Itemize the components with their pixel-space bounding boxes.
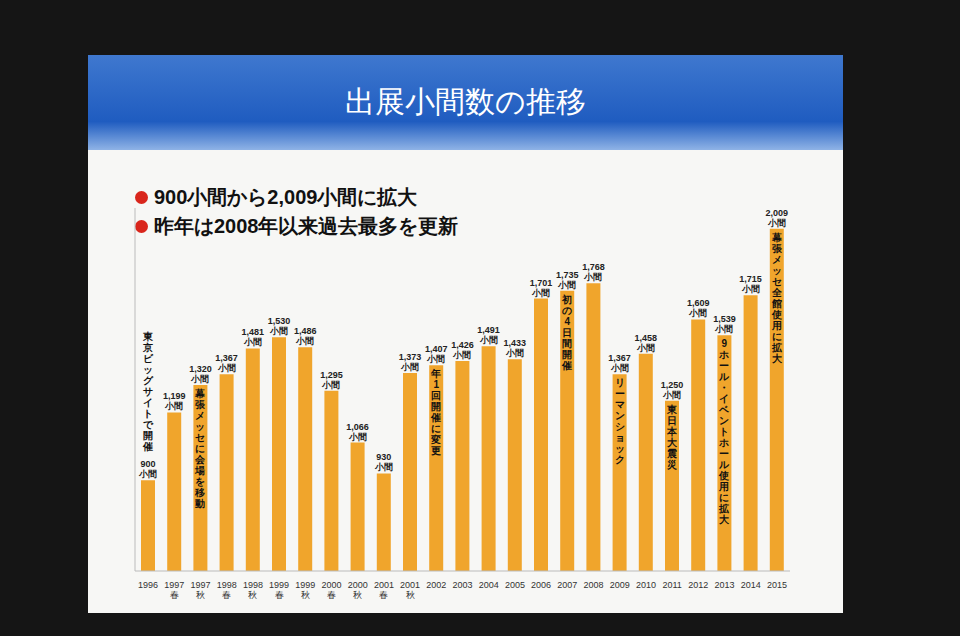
svg-text:1,530小間: 1,530小間 <box>268 316 291 336</box>
svg-text:1,735小間: 1,735小間 <box>556 270 579 290</box>
svg-text:1,295小間: 1,295小間 <box>320 370 343 390</box>
svg-text:東京ビッグサイトで開催: 東京ビッグサイトで開催 <box>142 331 154 452</box>
svg-text:1997秋: 1997秋 <box>190 580 210 600</box>
svg-text:2010: 2010 <box>636 580 656 590</box>
svg-text:1,373小間: 1,373小間 <box>399 352 422 372</box>
svg-text:1,768小間: 1,768小間 <box>582 262 605 282</box>
svg-text:1,426小間: 1,426小間 <box>451 340 474 360</box>
svg-text:1996: 1996 <box>138 580 158 590</box>
html-text:900小間から2,009小間に拡大: 900小間から2,009小間に拡大 <box>154 186 418 208</box>
svg-text:1,486小間: 1,486小間 <box>294 326 317 346</box>
svg-text:幕張メッセに会場を移動: 幕張メッセに会場を移動 <box>194 388 206 509</box>
svg-text:1998春: 1998春 <box>217 580 237 600</box>
svg-text:2003: 2003 <box>452 580 472 590</box>
svg-text:幕張メッセ全館使用に拡大: 幕張メッセ全館使用に拡大 <box>771 232 783 364</box>
svg-text:2006: 2006 <box>531 580 551 590</box>
svg-text:2001春: 2001春 <box>374 580 394 600</box>
svg-text:1,701小間: 1,701小間 <box>530 278 553 298</box>
svg-text:2013: 2013 <box>714 580 734 590</box>
svg-text:1997春: 1997春 <box>164 580 184 600</box>
svg-text:2008: 2008 <box>583 580 603 590</box>
svg-text:1,367小間: 1,367小間 <box>608 353 631 373</box>
svg-text:1,367小間: 1,367小間 <box>215 353 238 373</box>
svg-text:9ホール・イベントホール使用に拡大: 9ホール・イベントホール使用に拡大 <box>718 338 730 525</box>
svg-text:2,009小間: 2,009小間 <box>766 208 789 228</box>
svg-text:1,066小間: 1,066小間 <box>346 422 369 442</box>
svg-text:2009: 2009 <box>610 580 630 590</box>
svg-text:930小間: 930小間 <box>374 452 393 472</box>
svg-text:1,433小間: 1,433小間 <box>504 338 527 358</box>
html-text:出展小間数の推移: 出展小間数の推移 <box>345 85 586 118</box>
svg-text:2004: 2004 <box>479 580 499 590</box>
svg-text:2005: 2005 <box>505 580 525 590</box>
svg-text:900小間: 900小間 <box>138 459 157 479</box>
svg-text:年1回開催に変更: 年1回開催に変更 <box>430 368 441 456</box>
svg-text:1,481小間: 1,481小間 <box>242 327 265 347</box>
svg-text:2015: 2015 <box>767 580 787 590</box>
svg-text:1,250小間: 1,250小間 <box>661 380 684 400</box>
svg-text:2002: 2002 <box>426 580 446 590</box>
svg-text:2014: 2014 <box>741 580 761 590</box>
svg-text:1,407小間: 1,407小間 <box>425 344 448 364</box>
svg-text:2001秋: 2001秋 <box>400 580 420 600</box>
svg-text:1,715小間: 1,715小間 <box>739 274 762 294</box>
svg-text:1,458小間: 1,458小間 <box>635 333 658 353</box>
svg-text:1,539小間: 1,539小間 <box>713 314 736 334</box>
svg-text:リーマンショック: リーマンショック <box>615 377 625 465</box>
svg-text:2012: 2012 <box>688 580 708 590</box>
svg-text:1999春: 1999春 <box>269 580 289 600</box>
svg-text:2011: 2011 <box>662 580 681 590</box>
svg-text:東日本大震災: 東日本大震災 <box>666 404 678 470</box>
svg-text:1,199小間: 1,199小間 <box>163 391 186 411</box>
svg-text:初の4日間開催: 初の4日間開催 <box>561 294 572 371</box>
svg-text:1999秋: 1999秋 <box>295 580 315 600</box>
svg-text:1,609小間: 1,609小間 <box>687 298 710 318</box>
svg-text:1,491小間: 1,491小間 <box>477 325 500 345</box>
svg-text:2000秋: 2000秋 <box>348 580 368 600</box>
svg-text:2000春: 2000春 <box>321 580 341 600</box>
html-text:昨年は2008年以来過去最多を更新: 昨年は2008年以来過去最多を更新 <box>154 215 459 237</box>
svg-text:1998秋: 1998秋 <box>243 580 263 600</box>
svg-text:2007: 2007 <box>557 580 577 590</box>
svg-text:1,320小間: 1,320小間 <box>189 364 212 384</box>
